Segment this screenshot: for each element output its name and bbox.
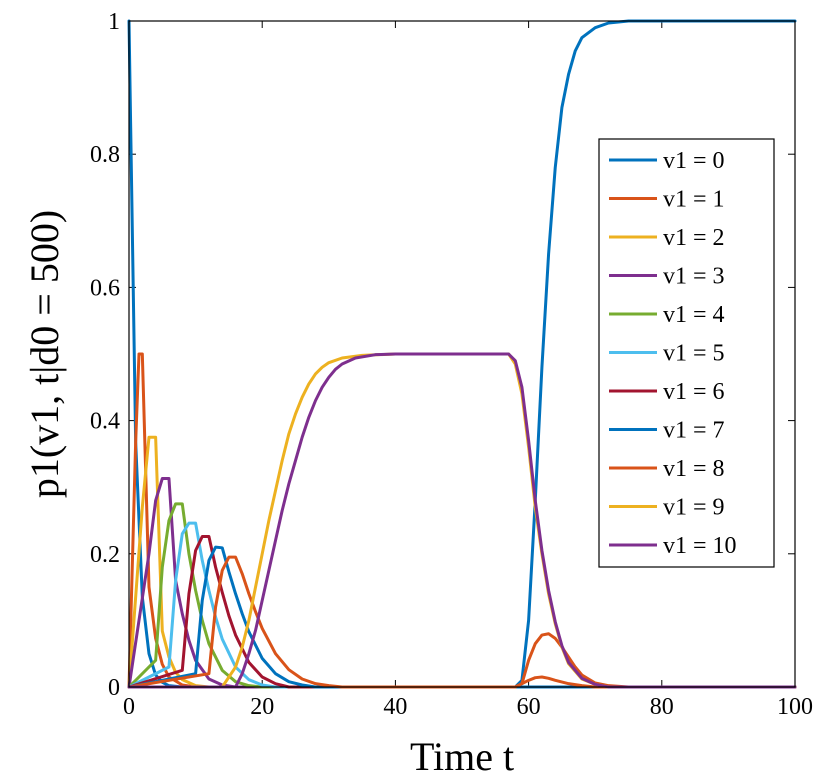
y-tick-label: 0 — [108, 675, 120, 701]
legend-label: v1 = 6 — [663, 379, 725, 405]
y-tick-label: 0.6 — [90, 275, 120, 301]
series-line-4 — [127, 502, 797, 689]
series-lines — [127, 19, 797, 689]
legend-label: v1 = 2 — [663, 225, 725, 251]
series-line-7 — [127, 545, 797, 689]
y-axis-title: p1(v1, t|d0 = 500) — [22, 210, 67, 498]
series-line-1 — [127, 352, 797, 689]
legend-label: v1 = 9 — [663, 495, 725, 521]
series-line-6 — [127, 534, 797, 689]
y-tick-label: 0.2 — [90, 542, 120, 568]
legend: v1 = 0 v1 = 1 v1 = 2 v1 = 3 v1 = 4 v1 = 5 v1 =… — [598, 138, 775, 568]
series-line-8 — [127, 555, 797, 689]
series-line-5 — [127, 521, 797, 689]
legend-label: v1 = 10 — [663, 533, 737, 559]
y-tick-label: 0.8 — [90, 142, 120, 168]
y-tick-label: 1 — [108, 9, 120, 35]
x-tick-label: 0 — [123, 694, 135, 720]
x-tick-label: 80 — [650, 694, 674, 720]
x-tick-label: 100 — [777, 694, 813, 720]
y-tick-label: 0.4 — [90, 409, 120, 435]
legend-label: v1 = 3 — [663, 264, 725, 290]
legend-label: v1 = 0 — [663, 148, 725, 174]
y-ticks: 0 0.2 0.4 0.6 0.8 1 — [90, 9, 795, 701]
x-tick-label: 40 — [383, 694, 407, 720]
x-tick-label: 20 — [250, 694, 274, 720]
legend-label: v1 = 8 — [663, 456, 725, 482]
legend-items: v1 = 0 v1 = 1 v1 = 2 v1 = 3 v1 = 4 v1 = 5 v1 =… — [609, 148, 737, 559]
series-line-10 — [127, 352, 797, 689]
legend-label: v1 = 7 — [663, 418, 725, 444]
plot-frame — [128, 20, 796, 688]
x-axis-title: Time t — [410, 734, 514, 779]
legend-label: v1 = 1 — [663, 187, 725, 213]
legend-label: v1 = 5 — [663, 341, 725, 367]
x-tick-label: 60 — [517, 694, 541, 720]
legend-label: v1 = 4 — [663, 302, 725, 328]
